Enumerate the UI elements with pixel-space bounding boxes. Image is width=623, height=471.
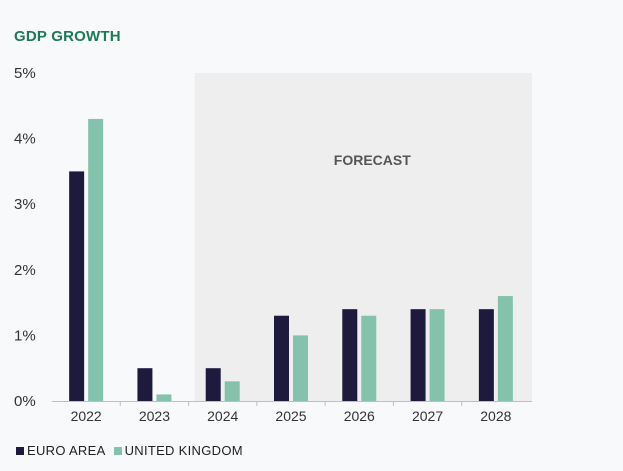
bar-euro-area-2026: [342, 309, 358, 401]
bar-united-kingdom-2024: [224, 381, 240, 401]
y-tick-label-4pct: 4%: [14, 131, 36, 148]
bar-united-kingdom-2028: [497, 296, 513, 401]
x-tick-label-2024: 2024: [207, 408, 238, 424]
bar-euro-area-2028: [478, 309, 494, 401]
legend-swatch-united-kingdom: [113, 446, 122, 455]
forecast-label: FORECAST: [334, 152, 411, 168]
x-tick-label-2025: 2025: [275, 408, 306, 424]
y-tick-label-5pct: 5%: [14, 65, 36, 82]
y-tick-label-2pct: 2%: [14, 262, 36, 279]
y-tick-label-1pct: 1%: [14, 327, 36, 344]
x-tick-label-2026: 2026: [344, 408, 375, 424]
legend-swatch-euro-area: [16, 446, 24, 455]
bar-euro-area-2025: [274, 315, 289, 401]
bar-euro-area-2022: [69, 171, 85, 401]
y-tick-label-0pct: 0%: [14, 393, 36, 410]
x-tick-label-2023: 2023: [139, 408, 170, 424]
bar-united-kingdom-2027: [429, 309, 445, 401]
bar-united-kingdom-2022: [88, 118, 104, 402]
legend-label-united-kingdom: UNITED KINGDOM: [124, 443, 243, 458]
legend-label-euro-area: EURO AREA: [27, 443, 106, 458]
legend: EURO AREA UNITED KINGDOM: [16, 443, 251, 458]
x-tick-label-2028: 2028: [480, 408, 511, 424]
legend-item-united-kingdom: UNITED KINGDOM: [113, 443, 243, 458]
bar-united-kingdom-2025: [293, 335, 308, 401]
x-tick-label-2027: 2027: [412, 408, 443, 424]
bar-united-kingdom-2026: [361, 315, 377, 401]
bar-united-kingdom-2023: [156, 394, 172, 401]
bar-euro-area-2027: [410, 309, 426, 401]
bar-euro-area-2024: [205, 368, 221, 401]
legend-item-euro-area: EURO AREA: [16, 443, 106, 458]
x-tick-label-2022: 2022: [71, 408, 102, 424]
y-tick-label-3pct: 3%: [14, 196, 36, 213]
bar-euro-area-2023: [137, 368, 153, 401]
gdp-growth-chart: FORECAST 0% 1% 2% 3% 4% 5% 2022 2023 2024 2025 2026…: [14, 65, 533, 424]
chart-title: GDP GROWTH: [14, 28, 121, 45]
